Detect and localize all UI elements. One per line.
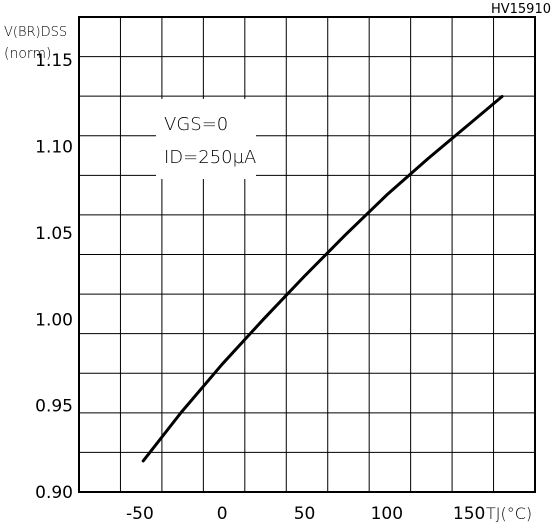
x-tick-label: 0 [217, 504, 228, 524]
x-tick-label: 50 [294, 504, 316, 524]
x-tick-label: 150 [453, 504, 485, 524]
y-axis-label-top: V(BR)DSS [4, 25, 67, 40]
y-tick-labels: 0.90 0.95 1.00 1.05 1.10 1.15 [35, 51, 73, 503]
y-axis-label-bottom: (norm) [4, 46, 52, 62]
x-tick-label: -50 [126, 504, 154, 524]
figure-id: HV15910 [491, 2, 551, 17]
annotation-box [156, 99, 256, 179]
annotation-line-vgs: VGS=0 [164, 114, 228, 135]
series-group [141, 95, 504, 463]
x-axis-label: TJ(°C) [486, 504, 532, 523]
y-tick-label: 1.10 [35, 138, 73, 158]
y-tick-label: 1.00 [35, 310, 73, 330]
y-tick-label: 1.15 [35, 51, 73, 71]
series-line [141, 95, 504, 463]
y-tick-label: 0.95 [35, 397, 73, 417]
x-tick-label: 100 [371, 504, 403, 524]
y-tick-label: 1.05 [35, 224, 73, 244]
y-tick-label: 0.90 [35, 483, 73, 503]
plot-frame [78, 16, 536, 493]
grid [79, 17, 535, 492]
annotation-line-id: ID=250µA [164, 147, 256, 168]
x-tick-labels: -50 0 50 100 150 [126, 504, 485, 524]
